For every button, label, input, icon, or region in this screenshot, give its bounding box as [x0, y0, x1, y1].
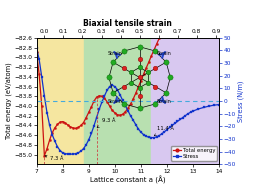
- Total energy: [35, 51, 38, 53]
- Point: [122, 85, 126, 88]
- Point: [168, 76, 173, 79]
- Text: Strain: Strain: [157, 51, 171, 56]
- X-axis label: Lattice constant a (Å): Lattice constant a (Å): [90, 176, 166, 184]
- Point: [129, 71, 133, 74]
- Point: [164, 91, 168, 94]
- Point: [164, 61, 168, 64]
- Point: [153, 49, 157, 52]
- Legend: Total energy, Stress: Total energy, Stress: [171, 146, 217, 160]
- Point: [146, 71, 151, 74]
- Bar: [84, 38, 151, 164]
- Point: [111, 91, 115, 94]
- Point: [153, 67, 157, 70]
- Line: Total energy: Total energy: [35, 0, 220, 157]
- Stress: [171, 124, 174, 127]
- Point: [111, 61, 115, 64]
- Text: 9.3 Å: 9.3 Å: [97, 118, 115, 128]
- Stress: [79, 150, 82, 152]
- Bar: [151, 38, 219, 164]
- Stress: [48, 124, 51, 126]
- Bar: [37, 38, 84, 164]
- Point: [122, 103, 126, 106]
- Point: [138, 94, 142, 97]
- Stress: [218, 103, 221, 106]
- Stress: [197, 108, 200, 110]
- Point: [138, 76, 142, 79]
- Point: [129, 81, 133, 84]
- Y-axis label: Total energy (eV/atom): Total energy (eV/atom): [6, 63, 12, 139]
- Total energy: [43, 155, 46, 157]
- Point: [122, 49, 126, 52]
- Total energy: [90, 106, 93, 108]
- Text: 7.3 Å: 7.3 Å: [45, 155, 63, 161]
- Point: [153, 85, 157, 88]
- Y-axis label: Stress (N/m): Stress (N/m): [238, 80, 244, 122]
- Text: 11.4 Å: 11.4 Å: [154, 126, 174, 136]
- Point: [107, 76, 111, 79]
- Total energy: [111, 109, 114, 112]
- Total energy: [79, 124, 82, 127]
- Line: Stress: Stress: [35, 47, 220, 155]
- Stress: [35, 47, 38, 49]
- Text: Strain: Strain: [108, 51, 123, 56]
- Stress: [69, 153, 72, 155]
- Stress: [111, 84, 114, 86]
- Stress: [90, 132, 93, 135]
- Point: [138, 58, 142, 61]
- Point: [138, 66, 142, 69]
- Total energy: [51, 132, 54, 134]
- Point: [138, 107, 142, 110]
- Point: [138, 86, 142, 89]
- Text: Strain: Strain: [108, 99, 123, 104]
- Point: [122, 67, 126, 70]
- Total energy: [171, 10, 174, 12]
- Point: [138, 45, 142, 48]
- Point: [146, 81, 151, 84]
- X-axis label: Biaxial tensile strain: Biaxial tensile strain: [84, 19, 172, 28]
- Text: Strain: Strain: [157, 99, 171, 104]
- Point: [153, 103, 157, 106]
